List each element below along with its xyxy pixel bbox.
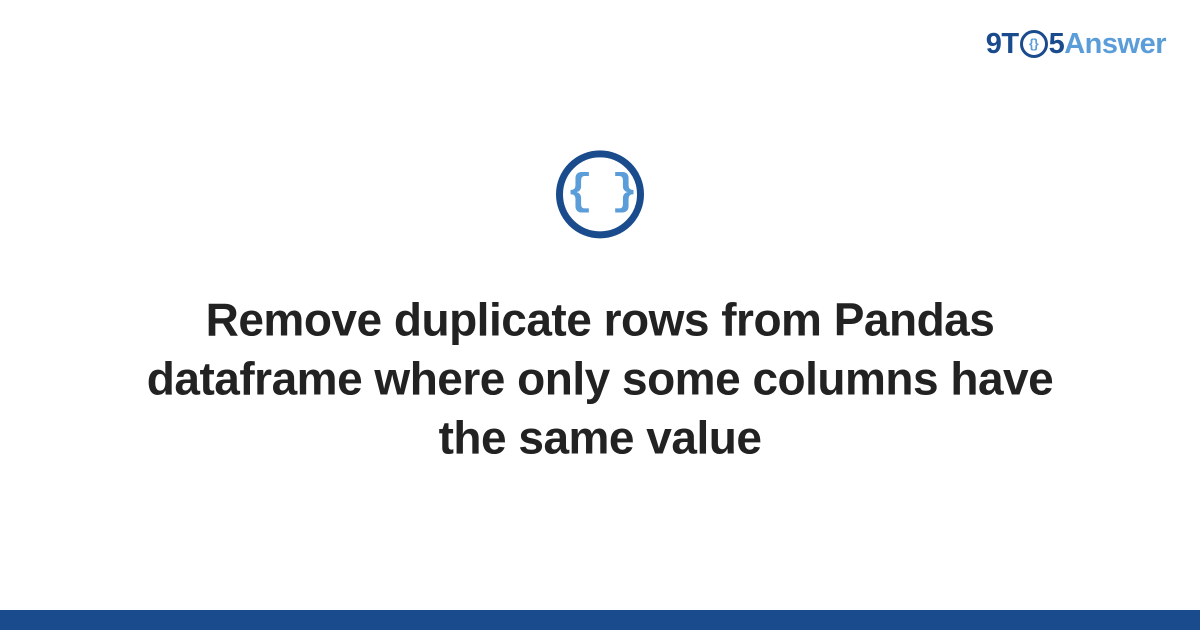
category-icon-circle: { } — [556, 150, 644, 238]
footer-accent-bar — [0, 610, 1200, 630]
site-logo: 9T {} 5 Answer — [986, 28, 1166, 61]
page-title: Remove duplicate rows from Pandas datafr… — [140, 290, 1060, 467]
logo-prefix: 9T — [986, 28, 1019, 61]
logo-circle-glyph: {} — [1029, 37, 1038, 50]
logo-circle-icon: {} — [1020, 30, 1048, 58]
code-braces-icon: { } — [566, 170, 633, 214]
logo-middle: 5 — [1049, 28, 1065, 61]
logo-suffix: Answer — [1064, 28, 1166, 61]
main-content: { } Remove duplicate rows from Pandas da… — [0, 150, 1200, 467]
